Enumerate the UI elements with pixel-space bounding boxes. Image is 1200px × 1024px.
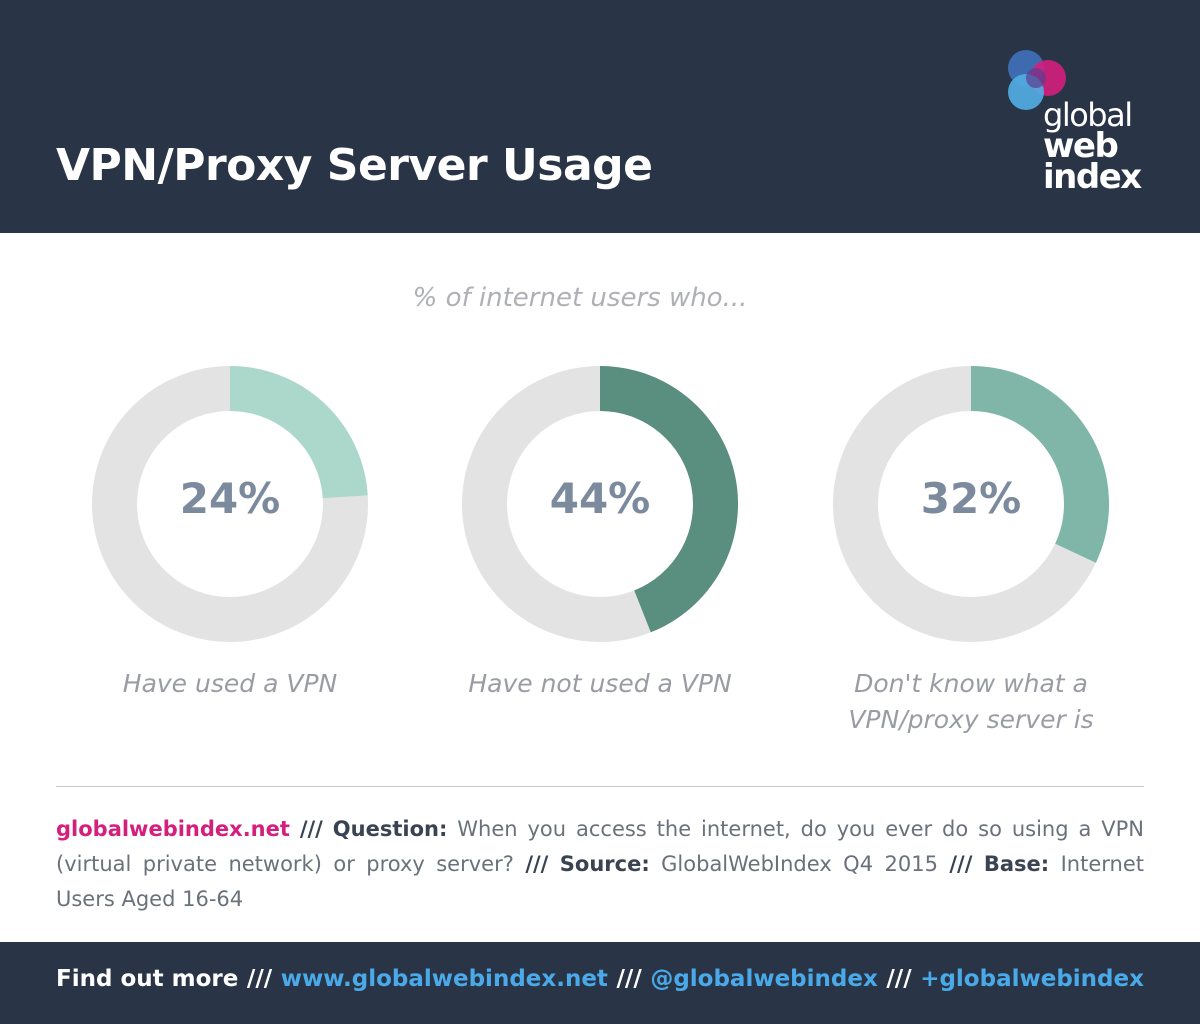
donut-chart-dont-know: 32%: [833, 366, 1109, 642]
note-question-text: When you access the internet, do you eve…: [56, 817, 1144, 876]
footer-website-link[interactable]: www.globalwebindex.net: [280, 966, 608, 992]
divider: [56, 786, 1144, 787]
note-question-key: Question:: [332, 817, 448, 841]
donut-chart-have-used: 24%: [92, 366, 368, 642]
note-separator: ///: [525, 852, 549, 876]
donut-value-label: 24%: [179, 474, 281, 523]
note-source-text: GlobalWebIndex Q4 2015: [661, 852, 938, 876]
source-note: globalwebindex.net /// Question: When yo…: [56, 812, 1144, 917]
donut-svg: [462, 366, 738, 642]
logo[interactable]: global web index: [1043, 96, 1183, 197]
note-separator: ///: [949, 852, 973, 876]
chart-subtitle: % of internet users who...: [412, 283, 748, 313]
logo-line-global: global: [1043, 96, 1133, 134]
note-site-link[interactable]: globalwebindex.net: [56, 817, 290, 841]
category-label: Don't know what a VPN/proxy server is: [848, 669, 1094, 734]
donut-svg: [833, 366, 1109, 642]
donut-slice: [970, 366, 1109, 563]
donut-chart-have-not-used: 44%: [462, 366, 738, 642]
logo-line-index: index: [1043, 157, 1142, 197]
footer-find-out-more: Find out more: [56, 966, 239, 992]
footer-gplus-link[interactable]: +globalwebindex: [920, 966, 1144, 992]
donut-svg: [92, 366, 368, 642]
note-base-text: Internet Users Aged 16-64: [56, 852, 1144, 911]
note-base-key: Base:: [983, 852, 1050, 876]
footer: Find out more /// www.globalwebindex.net…: [0, 942, 1200, 1024]
donut-slice: [229, 366, 368, 499]
logo-circles-icon: [1008, 50, 1066, 110]
header: VPN/Proxy Server Usage global web index: [0, 0, 1200, 233]
note-source-key: Source:: [559, 852, 650, 876]
category-label: Have not used a VPN: [468, 669, 732, 698]
note-separator: ///: [299, 817, 323, 841]
logo-line-web: web: [1043, 126, 1119, 166]
footer-twitter-link[interactable]: @globalwebindex: [650, 966, 878, 992]
category-label: Have used a VPN: [122, 669, 338, 698]
donut-value-label: 44%: [549, 474, 651, 523]
footer-separator: ///: [616, 966, 642, 992]
donut-slice: [599, 366, 738, 633]
footer-separator: ///: [246, 966, 273, 992]
page-title: VPN/Proxy Server Usage: [56, 140, 653, 191]
footer-links: Find out more /// www.globalwebindex.net…: [56, 966, 1144, 992]
donut-value-label: 32%: [920, 474, 1022, 523]
footer-separator: ///: [886, 966, 912, 992]
